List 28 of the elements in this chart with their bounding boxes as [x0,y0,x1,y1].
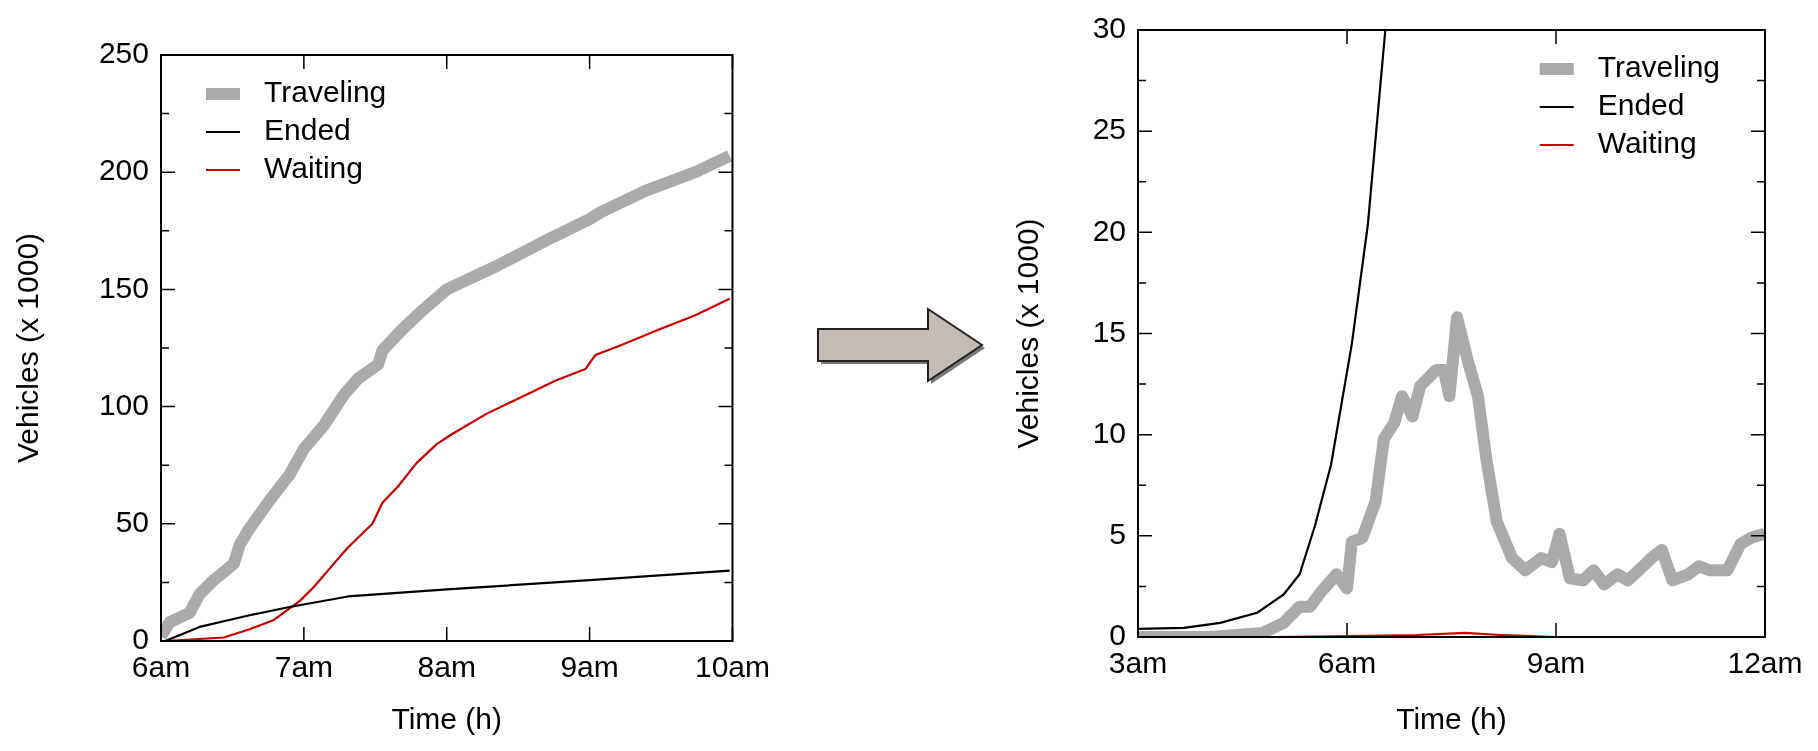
x-axis-title: Time (h) [1396,702,1507,736]
y-tick-label: 150 [98,270,149,304]
y-tick-label: 250 [98,36,149,70]
y-tick-label: 10 [1092,415,1126,449]
y-axis-title: Vehicles (x 1000) [11,232,45,464]
x-tick-label: 10am [694,650,770,684]
y-tick-label: 50 [115,505,149,539]
x-tick-label: 9am [1526,646,1586,680]
y-tick-label: 15 [1092,314,1126,348]
y-tick-label: 25 [1092,112,1126,146]
legend-label: Waiting [1597,126,1697,160]
legend-label: Traveling [264,75,387,109]
y-tick-label: 200 [98,153,149,187]
y-tick-label: 20 [1092,213,1126,247]
legend-label: Waiting [264,151,363,185]
x-tick-label: 9am [560,650,619,684]
x-tick-label: 12am [1727,646,1803,680]
x-tick-label: 7am [274,650,334,684]
y-axis-title: Vehicles (x 1000) [1011,218,1045,449]
legend-label: Ended [264,113,351,147]
y-tick-label: 30 [1092,11,1126,45]
x-tick-label: 8am [417,650,476,684]
y-tick-label: 100 [98,387,149,421]
legend-label: Traveling [1597,50,1721,84]
y-tick-label: 5 [1109,517,1126,551]
x-tick-label: 6am [1317,646,1377,680]
legend-label: Ended [1597,88,1685,122]
x-axis-title: Time (h) [391,702,503,736]
